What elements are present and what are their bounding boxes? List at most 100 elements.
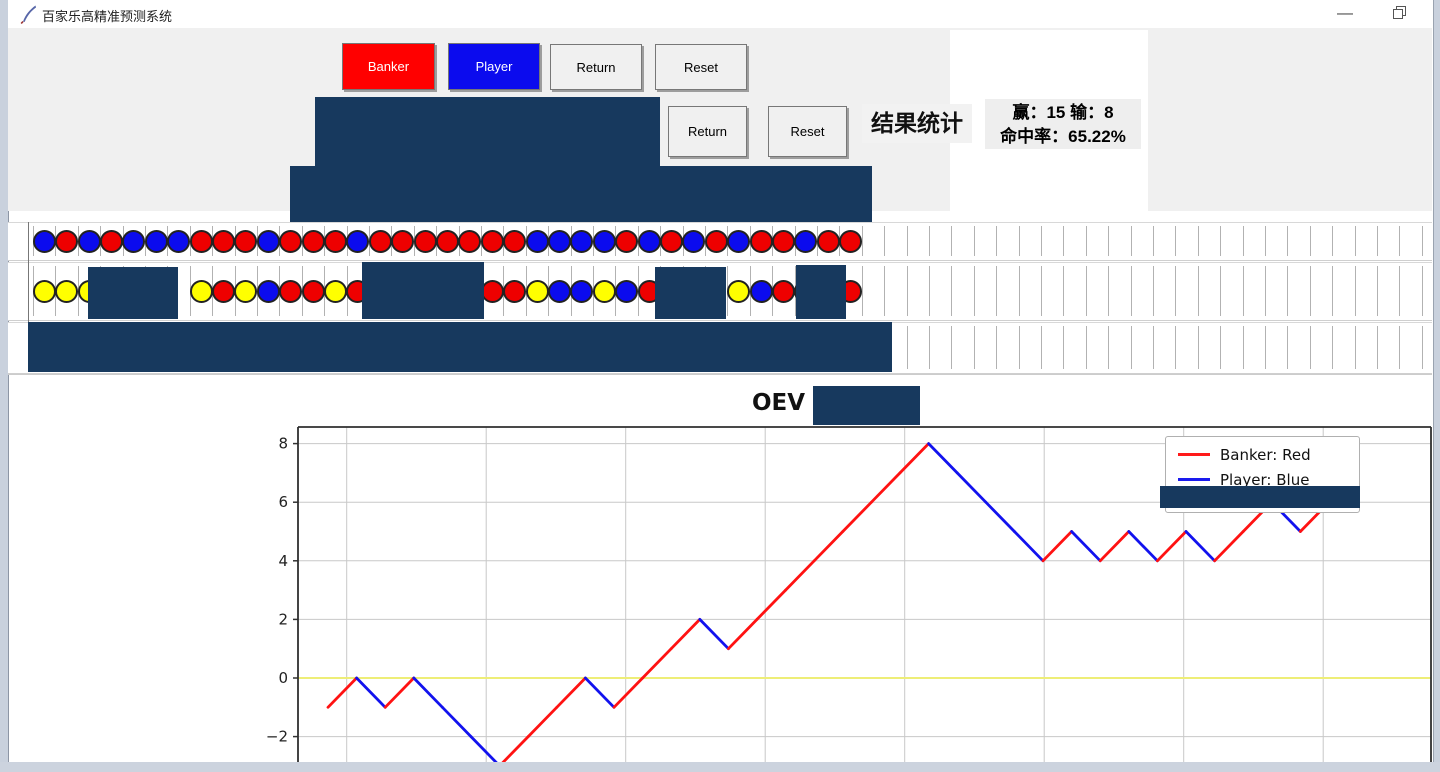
grid-cell-line (1197, 326, 1199, 369)
grid-cell-line (906, 326, 908, 369)
grid-cell-line (929, 266, 930, 316)
grid-cell-line (1041, 326, 1042, 369)
bead-road-left-border (28, 222, 29, 372)
grid-cell-line (1354, 326, 1356, 369)
blue-bead (122, 230, 146, 253)
grid-cell-line (1332, 266, 1334, 316)
banker-segment (383, 676, 416, 709)
redaction-box (362, 262, 484, 319)
grid-cell-line (1220, 226, 1222, 256)
player-segment (955, 471, 988, 504)
blue-bead (615, 280, 639, 303)
grid-cell-line (1265, 326, 1266, 369)
grid-cell-line (1287, 326, 1289, 369)
red-bead (503, 280, 527, 303)
player-line-swatch (1178, 478, 1210, 481)
grid-cell-line (861, 266, 863, 316)
grid-cell-line (1399, 226, 1401, 256)
banker-segment (612, 676, 644, 709)
player-segment (355, 676, 387, 709)
legend-entry-banker: Banker: Red (1166, 443, 1359, 467)
grid-cell-line (973, 226, 975, 256)
banker-segment (1156, 530, 1188, 563)
grid-cell-line (1063, 266, 1065, 316)
blue-bead (256, 280, 280, 303)
blue-bead (256, 230, 280, 253)
banker-segment (1098, 530, 1131, 563)
blue-bead (525, 230, 549, 253)
win-lose-line: 赢：15 输：8 (1012, 103, 1114, 122)
red-bead (458, 230, 482, 253)
grid-cell-line (1063, 226, 1065, 256)
banker-segment (526, 705, 559, 739)
banker-segment (870, 471, 902, 504)
player-segment (698, 617, 730, 651)
blue-bead (682, 230, 706, 253)
return-button-2[interactable]: Return (668, 106, 747, 157)
grid-cell-line (1108, 326, 1110, 369)
y-tick-label: 8 (278, 435, 288, 453)
reset-button-2[interactable]: Reset (768, 106, 847, 157)
player-segment (1013, 530, 1045, 563)
grid-cell-line (996, 326, 998, 369)
bead-road-row-1 (8, 222, 1432, 261)
blue-bead (727, 230, 751, 253)
grid-cell-line (1085, 226, 1087, 256)
blue-bead (592, 230, 616, 253)
grid-cell-line (929, 326, 930, 369)
banker-segment (641, 647, 673, 680)
y-tick-label: 6 (278, 493, 288, 511)
grid-cell-line (1153, 266, 1154, 316)
grid-cell-line (1399, 326, 1401, 369)
red-bead (189, 230, 213, 253)
red-bead (816, 230, 840, 253)
grid-cell-line (1153, 226, 1154, 256)
red-bead (749, 230, 773, 253)
minimize-button[interactable]: — (1337, 5, 1353, 22)
banker-segment (1041, 530, 1073, 563)
grid-cell-line (1377, 226, 1378, 256)
reset-button[interactable]: Reset (655, 44, 747, 90)
banker-segment (326, 676, 359, 709)
grid-cell-line (1220, 326, 1222, 369)
result-stats-label: 结果统计 (862, 104, 972, 143)
grid-cell-line (1018, 266, 1020, 316)
player-button[interactable]: Player (448, 43, 540, 90)
grid-cell-line (1130, 226, 1132, 256)
restore-button[interactable] (1384, 6, 1414, 34)
section-divider (8, 374, 1432, 375)
win-lose-stats: 赢：15 输：8 命中率：65.22% (985, 99, 1141, 149)
red-bead (704, 230, 728, 253)
grid-cell-line (1041, 266, 1042, 316)
grid-cell-line (1018, 226, 1020, 256)
red-bead (615, 230, 639, 253)
grid-cell-line (1421, 266, 1423, 316)
banker-segment (669, 617, 702, 651)
yellow-bead (323, 280, 347, 303)
grid-cell-line (1309, 266, 1311, 316)
grid-cell-line (906, 226, 908, 256)
banker-segment (555, 676, 587, 709)
blue-bead (794, 230, 818, 253)
grid-cell-line (1421, 226, 1423, 256)
grid-cell-line (1332, 226, 1334, 256)
grid-cell-line (1153, 326, 1154, 369)
redaction-box (290, 166, 872, 222)
banker-segment (1213, 530, 1245, 563)
banker-button[interactable]: Banker (342, 43, 435, 90)
grid-cell-line (1063, 326, 1065, 369)
red-bead (279, 280, 303, 303)
legend-banker-label: Banker: Red (1220, 446, 1311, 464)
player-segment (584, 676, 616, 709)
grid-cell-line (1130, 266, 1132, 316)
banker-segment (898, 442, 930, 475)
banker-segment (498, 735, 530, 768)
legend-player-label: Player: Blue (1220, 471, 1310, 489)
trend-chart: 8 6 4 2 0 −2 (266, 426, 1432, 772)
grid-cell-line (1197, 266, 1199, 316)
red-bead (435, 230, 459, 253)
grid-cell-line (906, 266, 908, 316)
window-title: 百家乐高精准预测系统 (42, 9, 173, 24)
return-button[interactable]: Return (550, 44, 642, 90)
grid-cell-line (1287, 266, 1289, 316)
